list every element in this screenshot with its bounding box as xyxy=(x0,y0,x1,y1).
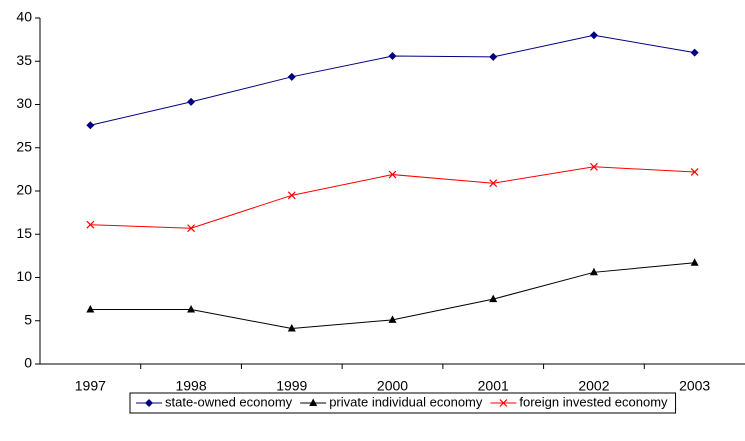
data-point xyxy=(489,294,498,303)
data-point xyxy=(489,52,498,61)
data-point xyxy=(590,162,598,171)
y-tick-label: 5 xyxy=(24,311,32,327)
y-tick-label: 10 xyxy=(16,268,32,284)
data-point xyxy=(388,315,397,323)
y-tick-label: 30 xyxy=(16,95,32,111)
legend-text: foreign invested economy xyxy=(519,394,668,409)
data-point xyxy=(187,97,196,106)
series-line xyxy=(90,34,695,126)
data-point xyxy=(690,258,699,266)
data-point xyxy=(489,179,498,188)
y-tick-label: 0 xyxy=(24,355,32,371)
legend-marker xyxy=(499,399,508,407)
series-line xyxy=(90,166,695,229)
data-point xyxy=(589,267,598,276)
x-tick-label: 1997 xyxy=(75,378,106,394)
data-point xyxy=(86,121,95,130)
legend-text: private individual economy xyxy=(329,394,483,409)
y-tick-label: 25 xyxy=(16,138,32,154)
x-tick-label: 2002 xyxy=(578,378,609,394)
data-point xyxy=(187,305,196,313)
legend-box xyxy=(129,392,677,414)
data-point xyxy=(690,168,699,176)
data-point xyxy=(287,72,296,81)
legend-marker xyxy=(145,399,153,407)
x-tick-label: 1998 xyxy=(175,378,206,394)
data-point xyxy=(388,52,397,61)
data-point xyxy=(86,305,95,313)
data-point xyxy=(589,31,598,40)
x-tick-label: 1999 xyxy=(276,378,307,394)
x-tick-label: 2003 xyxy=(679,378,710,394)
data-point xyxy=(86,220,95,229)
data-point xyxy=(287,191,296,200)
y-tick-label: 20 xyxy=(16,182,32,198)
data-point xyxy=(187,224,195,233)
data-point xyxy=(388,170,397,179)
y-tick-label: 15 xyxy=(16,225,32,241)
x-tick-label: 2000 xyxy=(377,378,408,394)
y-tick-label: 40 xyxy=(16,9,32,25)
x-tick-label: 2001 xyxy=(478,378,509,394)
y-tick-label: 35 xyxy=(16,52,32,68)
data-point xyxy=(690,48,699,57)
legend-text: state-owned economy xyxy=(165,394,293,409)
legend: state-owned economy private individual ec… xyxy=(129,392,677,414)
legend-marker xyxy=(309,398,318,406)
data-point xyxy=(287,324,296,332)
